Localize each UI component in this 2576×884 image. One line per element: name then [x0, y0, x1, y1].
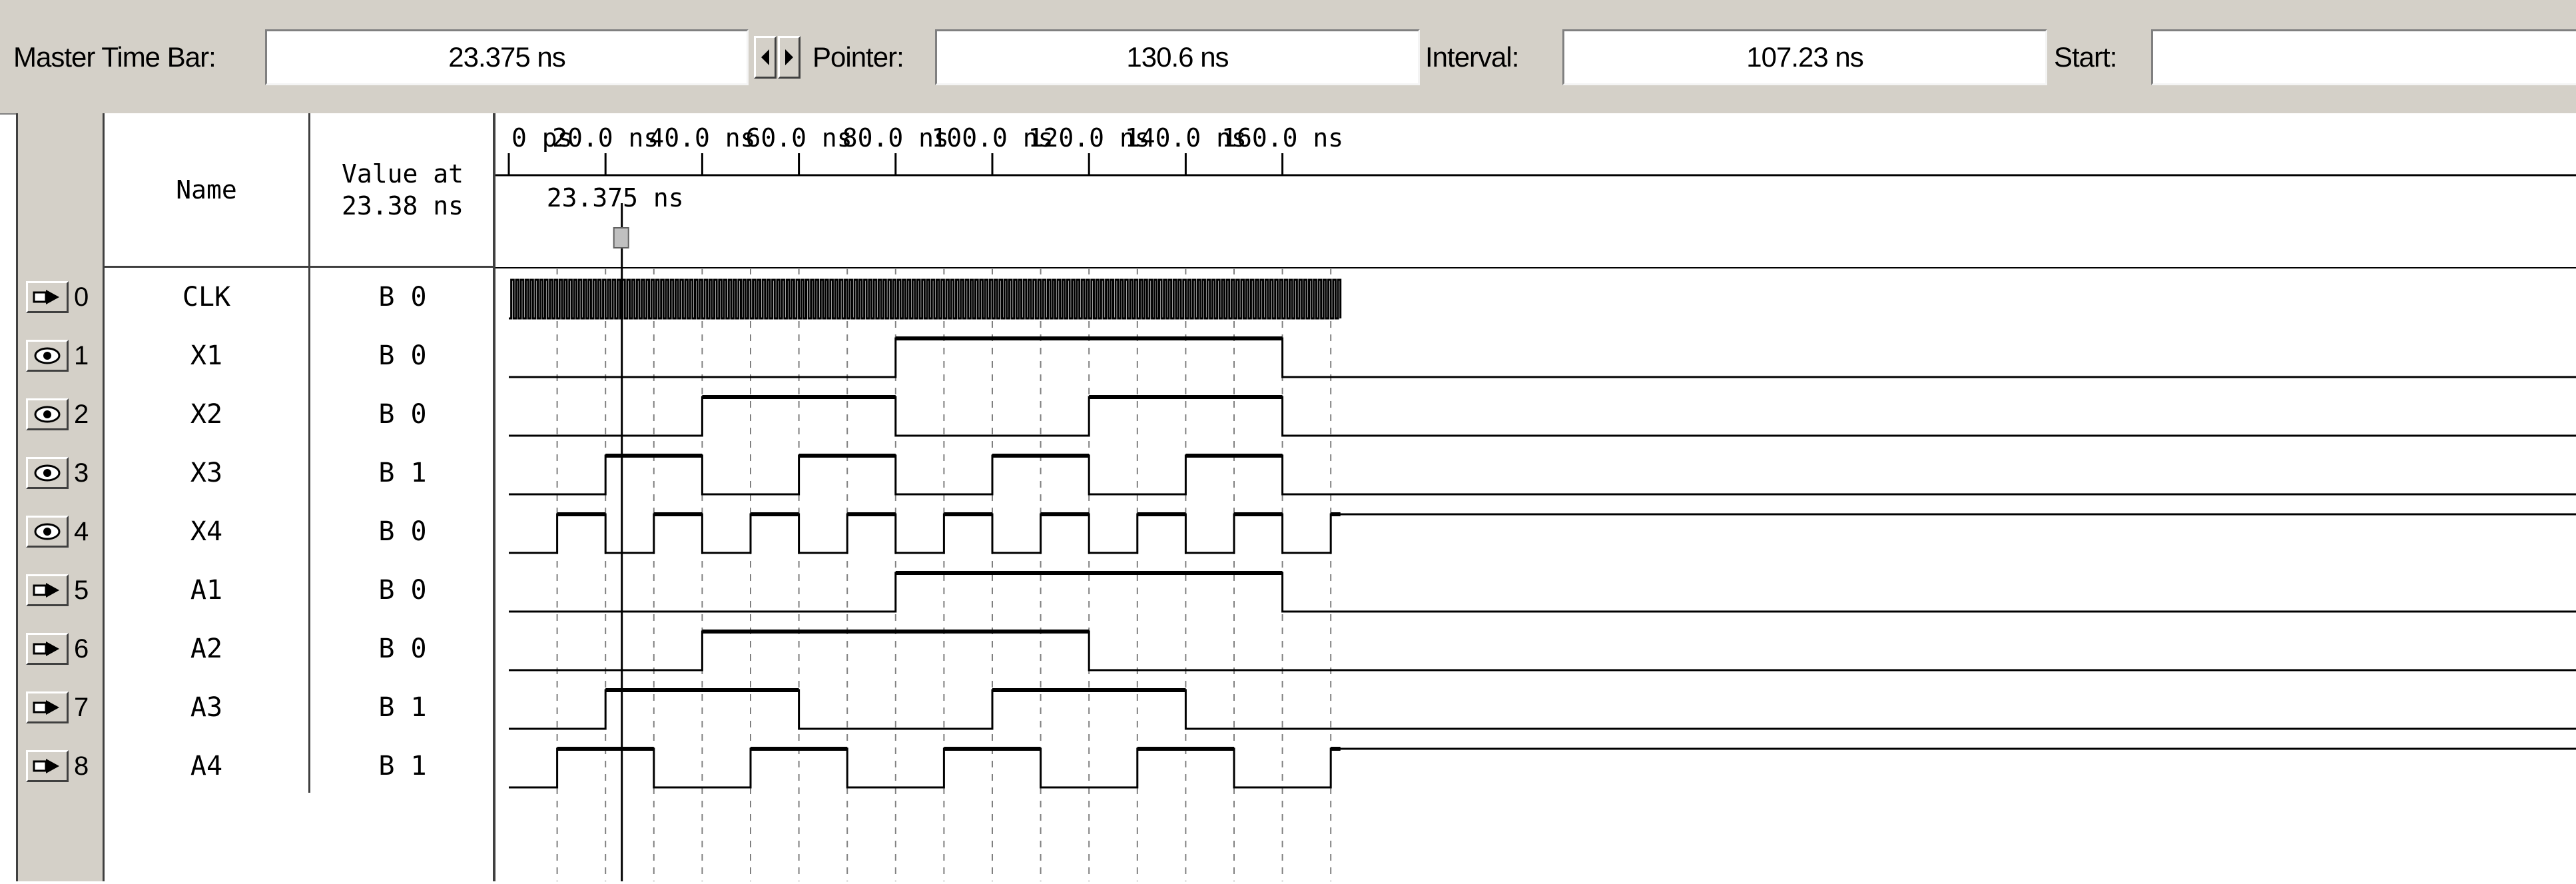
wave-x4 [509, 513, 2576, 554]
signal-name-a4[interactable]: A4 [190, 751, 223, 781]
name-value-divider [308, 113, 310, 793]
ruler-tick-label: 140.0 ns [1125, 123, 1247, 153]
ruler-tick-label: 80.0 ns [842, 123, 949, 153]
name-header-label: Name [176, 175, 237, 205]
value-column-header[interactable]: Value at 23.38 ns [310, 113, 495, 268]
time-bar-next-button[interactable] [778, 36, 801, 79]
ruler-tick-label: 120.0 ns [1028, 123, 1150, 153]
signal-index-number: 6 [74, 634, 89, 663]
master-time-bar-label-text: 23.375 ns [547, 183, 684, 213]
wave-a2 [509, 630, 2576, 671]
signal-index-number: 8 [74, 751, 89, 781]
master-time-bar-field[interactable]: 23.375 ns [265, 29, 749, 85]
wave-a1 [509, 572, 2576, 613]
ruler-tick-label: 20.0 ns [552, 123, 659, 153]
input-pin-icon [26, 633, 69, 665]
signal-index-1[interactable]: 1 [26, 336, 101, 376]
signal-index-7[interactable]: 7 [26, 687, 101, 727]
signal-index-number: 1 [74, 340, 89, 370]
signal-value-x4: B 0 [378, 516, 427, 547]
signal-value-x2: B 0 [378, 399, 427, 430]
arrow-left-icon [761, 49, 769, 65]
signal-index-2[interactable]: 2 [26, 394, 101, 434]
interval-label: Interval: [1425, 41, 1519, 73]
signal-value-x1: B 0 [378, 340, 427, 371]
signal-index-8[interactable]: 8 [26, 746, 101, 786]
pointer-label: Pointer: [812, 41, 904, 73]
ruler-tick-label: 0 ps [511, 123, 573, 153]
signal-index-4[interactable]: 4 [26, 512, 101, 552]
signal-value-a1: B 0 [378, 575, 427, 606]
signal-value-x3: B 1 [378, 458, 427, 488]
output-pin-icon [26, 516, 69, 548]
waveform-panel[interactable]: 0 ps 20.0 ns 40.0 ns 60.0 ns 80.0 ns 100.0 ns… [493, 113, 2576, 881]
signal-name-x4[interactable]: X4 [190, 516, 223, 547]
signal-index-number: 2 [74, 399, 89, 429]
ruler-tick-label: 40.0 ns [649, 123, 755, 153]
signal-index-number: 5 [74, 575, 89, 605]
signal-name-x1[interactable]: X1 [190, 340, 223, 371]
start-field[interactable] [2151, 29, 2576, 85]
pointer-field[interactable]: 130.6 ns [935, 29, 1420, 85]
signal-index-number: 4 [74, 516, 89, 546]
signal-index-0[interactable]: 0 [26, 277, 101, 317]
signal-index-number: 7 [74, 692, 89, 722]
interval-field[interactable]: 107.23 ns [1562, 29, 2047, 85]
signal-value-a3: B 1 [378, 692, 427, 723]
ruler-tick-label: 60.0 ns [746, 123, 852, 153]
input-pin-icon [26, 281, 69, 313]
signal-name-x2[interactable]: X2 [190, 399, 223, 430]
signal-name-a1[interactable]: A1 [190, 575, 223, 606]
ruler-tick-label: 160.0 ns [1221, 123, 1343, 153]
input-pin-icon [26, 574, 69, 606]
time-bar-handle-icon [613, 227, 629, 248]
signal-value-clk: B 0 [378, 282, 427, 312]
signal-index-number: 3 [74, 458, 89, 488]
output-pin-icon [26, 398, 69, 430]
wave-clk [509, 278, 1342, 320]
wave-a4 [509, 747, 2576, 789]
signal-value-a4: B 1 [378, 751, 427, 781]
ruler-tick-label: 100.0 ns [931, 123, 1053, 153]
time-bar-toolbar: Master Time Bar: 23.375 ns Pointer: 130.… [0, 0, 2576, 115]
name-column-header[interactable]: Name [105, 113, 308, 268]
signal-name-a3[interactable]: A3 [190, 692, 223, 723]
signal-index-3[interactable]: 3 [26, 453, 101, 493]
wave-x1 [509, 337, 2576, 378]
signal-value-a2: B 0 [378, 634, 427, 664]
start-label: Start: [2054, 41, 2117, 73]
wave-x3 [509, 454, 2576, 496]
signal-index-5[interactable]: 5 [26, 570, 101, 610]
signal-name-clk[interactable]: CLK [182, 282, 231, 312]
master-time-bar-label: Master Time Bar: [13, 41, 216, 73]
output-pin-icon [26, 340, 69, 372]
output-pin-icon [26, 457, 69, 489]
arrow-right-icon [785, 49, 793, 65]
signal-index-number: 0 [74, 282, 89, 312]
value-header-line2: 23.38 ns [341, 191, 464, 221]
input-pin-icon [26, 750, 69, 782]
value-header-line1: Value at [341, 159, 464, 189]
signal-name-a2[interactable]: A2 [190, 634, 223, 664]
wave-x2 [509, 396, 2576, 437]
signal-list-panel: Name Value at 23.38 ns 0 CLK B 0 1 X1 B 0 2 X2 B… [16, 113, 495, 881]
signal-index-6[interactable]: 6 [26, 629, 101, 669]
wave-a3 [509, 689, 2576, 730]
input-pin-icon [26, 691, 69, 723]
time-bar-prev-button[interactable] [754, 36, 777, 79]
signal-name-x3[interactable]: X3 [190, 458, 223, 488]
